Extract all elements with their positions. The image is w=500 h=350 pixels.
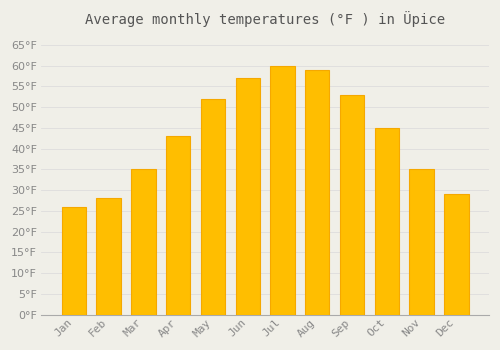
Bar [200, 99, 225, 315]
Bar [410, 169, 434, 315]
Title: Average monthly temperatures (°F ) in Üpice: Average monthly temperatures (°F ) in Üp… [85, 11, 445, 27]
Bar [305, 70, 330, 315]
Bar [166, 136, 190, 315]
Bar [62, 207, 86, 315]
Bar [340, 94, 364, 315]
Bar [96, 198, 120, 315]
Bar [270, 65, 294, 315]
Bar [444, 194, 468, 315]
Bar [236, 78, 260, 315]
Bar [374, 128, 399, 315]
Bar [131, 169, 156, 315]
